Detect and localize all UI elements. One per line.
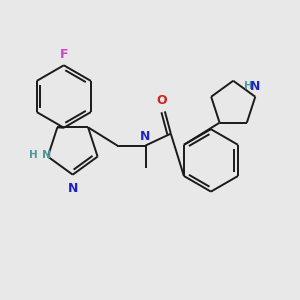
Text: N: N bbox=[42, 150, 51, 160]
Text: H: H bbox=[244, 81, 252, 91]
Text: O: O bbox=[157, 94, 167, 107]
Text: N: N bbox=[140, 130, 151, 143]
Text: F: F bbox=[60, 48, 68, 61]
Text: N: N bbox=[68, 182, 78, 195]
Text: N: N bbox=[250, 80, 260, 93]
Text: H: H bbox=[29, 150, 38, 160]
